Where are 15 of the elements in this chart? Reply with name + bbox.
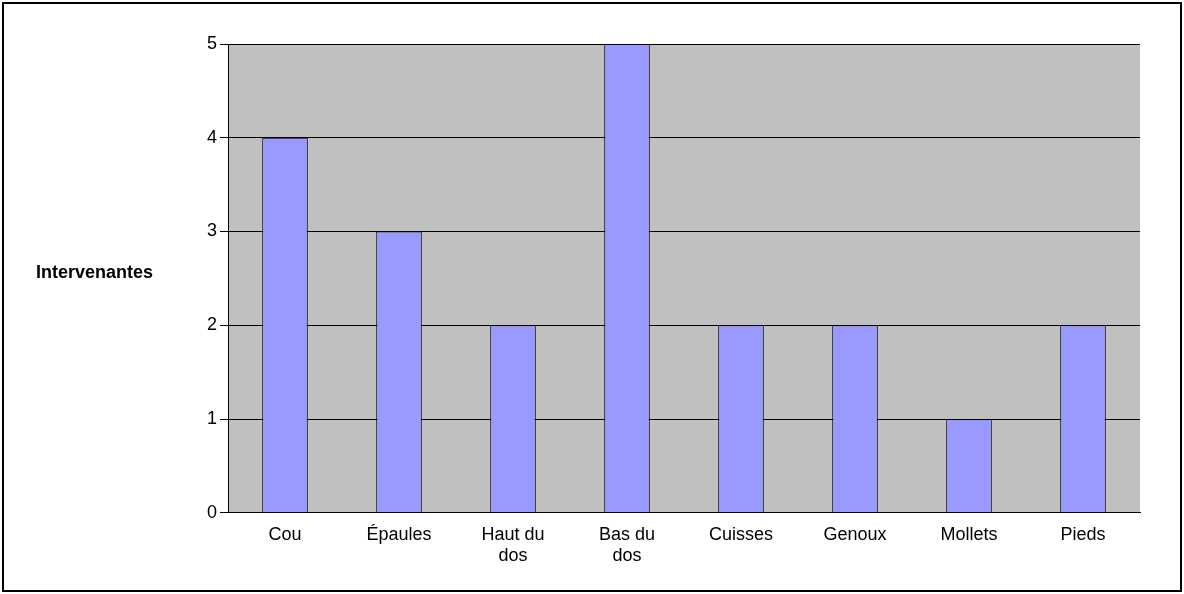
x-tick-label: Cuisses — [708, 523, 774, 544]
y-tick-label: 1 — [207, 408, 218, 429]
x-tick-label: Épaules — [366, 523, 432, 544]
x-tick-label: Mollets — [940, 523, 998, 544]
y-tick-label: 3 — [207, 220, 218, 241]
y-tick-label: 4 — [207, 126, 218, 147]
y-tick-label: 0 — [207, 501, 218, 522]
y-tick-label: 5 — [207, 32, 218, 53]
x-tick-label: Pieds — [1060, 523, 1106, 544]
y-axis-title: Intervenantes — [36, 262, 154, 283]
x-tick-label: Haut du dos — [481, 523, 545, 566]
x-tick-label: Genoux — [823, 523, 887, 544]
y-tick-label: 2 — [207, 314, 218, 335]
x-tick-label: Cou — [268, 523, 302, 544]
x-tick-label: Bas du dos — [598, 523, 656, 566]
